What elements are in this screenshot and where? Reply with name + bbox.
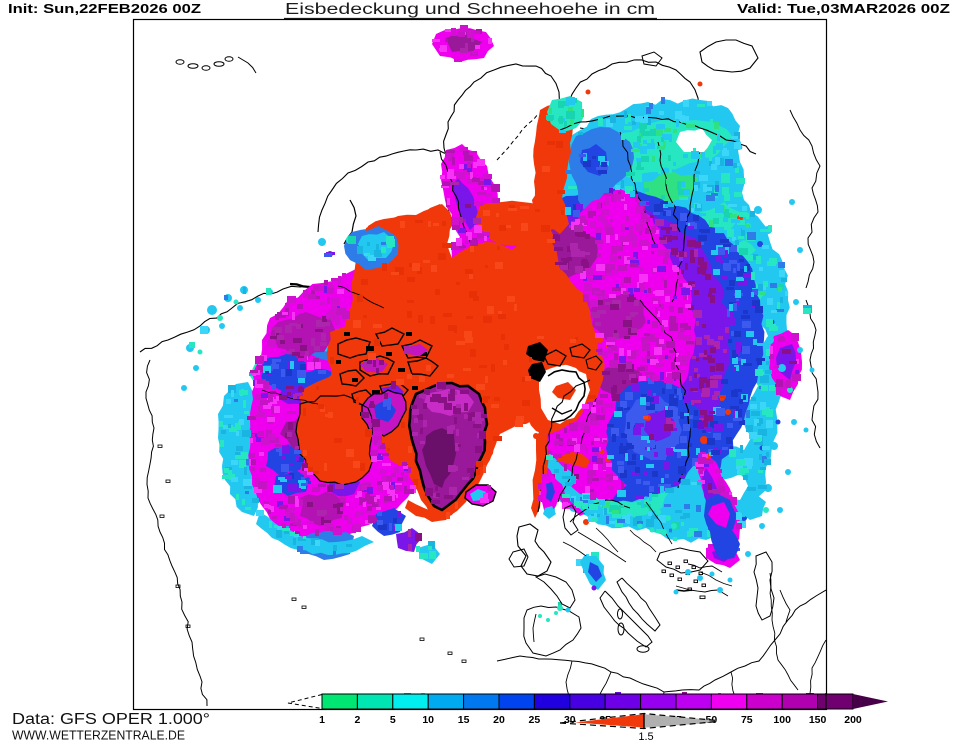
svg-text:150: 150 xyxy=(809,714,827,726)
svg-text:15: 15 xyxy=(458,714,470,726)
svg-text:2: 2 xyxy=(354,714,360,726)
svg-text:1.5: 1.5 xyxy=(638,731,653,741)
svg-text:100: 100 xyxy=(773,714,791,726)
svg-text:75: 75 xyxy=(741,714,753,726)
svg-text:Data: GFS OPER 1.000°: Data: GFS OPER 1.000° xyxy=(12,711,210,728)
svg-text:Valid: Tue,03MAR2026 00Z: Valid: Tue,03MAR2026 00Z xyxy=(737,2,950,16)
svg-text:25: 25 xyxy=(529,714,541,726)
svg-text:WWW.WETTERZENTRALE.DE: WWW.WETTERZENTRALE.DE xyxy=(12,728,185,741)
svg-text:Eisbedeckung und Schneehoehe i: Eisbedeckung und Schneehoehe in cm xyxy=(285,1,655,18)
svg-text:Init: Sun,22FEB2026 00Z: Init: Sun,22FEB2026 00Z xyxy=(8,2,201,16)
svg-text:30: 30 xyxy=(564,714,576,726)
svg-text:20: 20 xyxy=(493,714,505,726)
svg-text:5: 5 xyxy=(390,714,396,726)
svg-text:200: 200 xyxy=(844,714,862,726)
svg-text:10: 10 xyxy=(422,714,434,726)
svg-text:1: 1 xyxy=(319,714,325,726)
